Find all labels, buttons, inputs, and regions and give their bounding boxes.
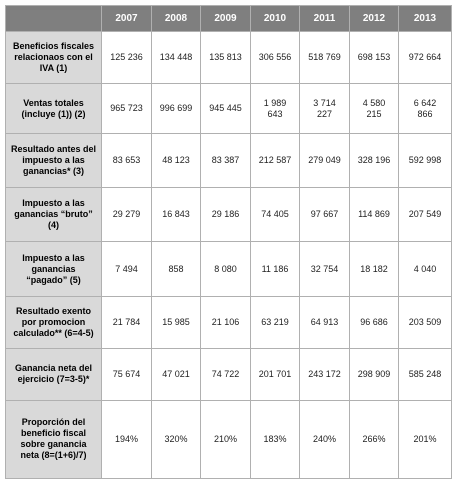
header-row: 2007 2008 2009 2010 2011 2012 2013: [5, 5, 452, 32]
row-label: Resultado antes del impuesto a las ganan…: [5, 133, 102, 188]
value-cell: 212 587: [250, 133, 300, 188]
value-cell: 29 186: [200, 186, 251, 242]
year-header: 2008: [151, 5, 201, 32]
value-cell: 298 909: [349, 348, 399, 401]
table-row: Proporción del beneficio fiscal sobre ga…: [5, 399, 452, 480]
row-label: Impuesto a las ganancias “pagado” (5): [5, 240, 102, 298]
value-cell: 16 843: [151, 186, 201, 242]
table-body: Beneficios fiscales relacionaos con el I…: [5, 30, 452, 480]
value-cell: 97 667: [299, 186, 350, 242]
year-header: 2011: [299, 5, 350, 32]
value-cell: 210%: [200, 399, 251, 480]
value-cell: 1 989 643: [250, 83, 300, 135]
value-cell: 592 998: [398, 133, 452, 188]
value-cell: 585 248: [398, 348, 452, 401]
value-cell: 203 509: [398, 296, 452, 350]
value-cell: 4 040: [398, 240, 452, 298]
row-label: Ganancia neta del ejercicio (7=3-5)*: [5, 348, 102, 401]
value-cell: 6 642 866: [398, 83, 452, 135]
value-cell: 96 686: [349, 296, 399, 350]
row-label: Proporción del beneficio fiscal sobre ga…: [5, 399, 102, 480]
table-row: Resultado exento por promocion calculado…: [5, 296, 452, 350]
value-cell: 201%: [398, 399, 452, 480]
value-cell: 201 701: [250, 348, 300, 401]
value-cell: 243 172: [299, 348, 350, 401]
value-cell: 18 182: [349, 240, 399, 298]
value-cell: 306 556: [250, 30, 300, 85]
value-cell: 48 123: [151, 133, 201, 188]
value-cell: 207 549: [398, 186, 452, 242]
value-cell: 7 494: [101, 240, 152, 298]
value-cell: 328 196: [349, 133, 399, 188]
value-cell: 47 021: [151, 348, 201, 401]
table-row: Ganancia neta del ejercicio (7=3-5)* 75 6…: [5, 348, 452, 401]
value-cell: 858: [151, 240, 201, 298]
value-cell: 698 153: [349, 30, 399, 85]
table-row: Impuesto a las ganancias “pagado” (5) 7 4…: [5, 240, 452, 298]
year-header: 2007: [101, 5, 152, 32]
value-cell: 266%: [349, 399, 399, 480]
value-cell: 518 769: [299, 30, 350, 85]
year-header: 2012: [349, 5, 399, 32]
value-cell: 125 236: [101, 30, 152, 85]
value-cell: 945 445: [200, 83, 251, 135]
table-row: Impuesto a las ganancias “bruto” (4) 29 2…: [5, 186, 452, 242]
value-cell: 4 580 215: [349, 83, 399, 135]
year-header: 2009: [200, 5, 251, 32]
value-cell: 83 653: [101, 133, 152, 188]
row-label: Beneficios fiscales relacionaos con el I…: [5, 30, 102, 85]
value-cell: 320%: [151, 399, 201, 480]
value-cell: 3 714 227: [299, 83, 350, 135]
year-header: 2013: [398, 5, 452, 32]
table-row: Beneficios fiscales relacionaos con el I…: [5, 30, 452, 85]
value-cell: 134 448: [151, 30, 201, 85]
value-cell: 29 279: [101, 186, 152, 242]
value-cell: 183%: [250, 399, 300, 480]
value-cell: 83 387: [200, 133, 251, 188]
value-cell: 74 405: [250, 186, 300, 242]
value-cell: 32 754: [299, 240, 350, 298]
value-cell: 996 699: [151, 83, 201, 135]
value-cell: 11 186: [250, 240, 300, 298]
value-cell: 965 723: [101, 83, 152, 135]
value-cell: 8 080: [200, 240, 251, 298]
value-cell: 135 813: [200, 30, 251, 85]
year-header: 2010: [250, 5, 300, 32]
value-cell: 64 913: [299, 296, 350, 350]
table-row: Resultado antes del impuesto a las ganan…: [5, 133, 452, 188]
value-cell: 75 674: [101, 348, 152, 401]
value-cell: 972 664: [398, 30, 452, 85]
value-cell: 114 869: [349, 186, 399, 242]
row-label: Ventas totales (incluye (1)) (2): [5, 83, 102, 135]
row-label: Impuesto a las ganancias “bruto” (4): [5, 186, 102, 242]
data-table: 2007 2008 2009 2010 2011 2012 2013 Beneficios …: [5, 5, 452, 480]
row-label: Resultado exento por promocion calculado…: [5, 296, 102, 350]
value-cell: 194%: [101, 399, 152, 480]
value-cell: 279 049: [299, 133, 350, 188]
value-cell: 74 722: [200, 348, 251, 401]
value-cell: 21 106: [200, 296, 251, 350]
corner-cell: [5, 5, 102, 32]
value-cell: 63 219: [250, 296, 300, 350]
value-cell: 240%: [299, 399, 350, 480]
table-container: 2007 2008 2009 2010 2011 2012 2013 Beneficios …: [5, 5, 452, 480]
table-row: Ventas totales (incluye (1)) (2) 965 723 9…: [5, 83, 452, 135]
value-cell: 21 784: [101, 296, 152, 350]
value-cell: 15 985: [151, 296, 201, 350]
